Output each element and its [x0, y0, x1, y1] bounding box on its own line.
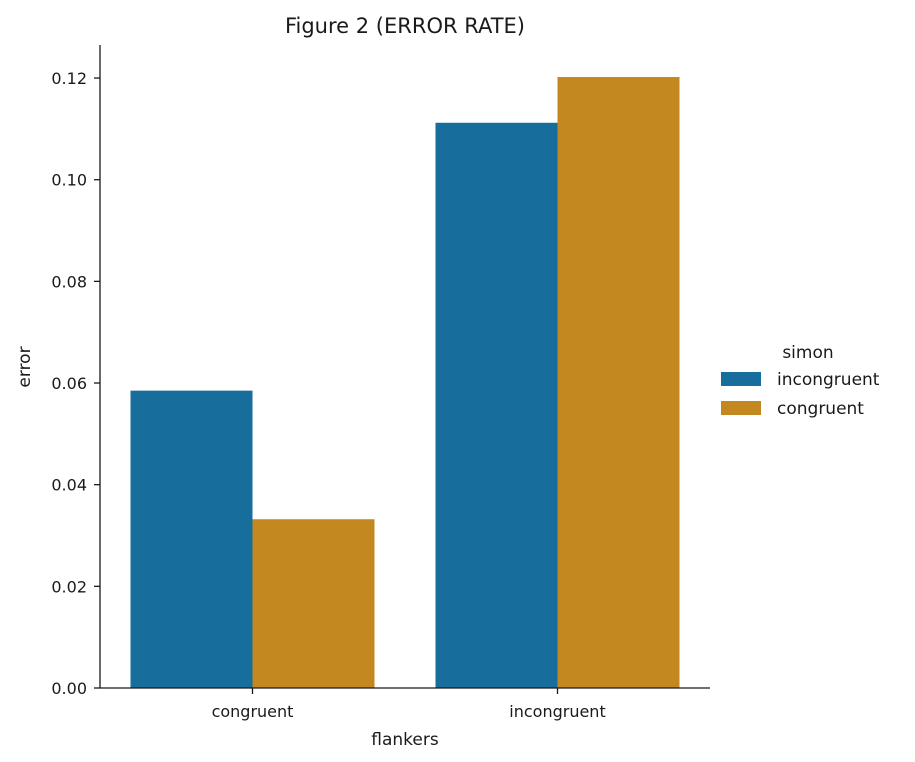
bar-incongruent-simon-incongruent-flankers — [435, 122, 558, 688]
y-tick-label: 0.02 — [51, 577, 87, 596]
y-tick-label: 0.04 — [51, 476, 87, 495]
legend: simon incongruent congruent — [721, 343, 880, 419]
legend-label-incongruent: incongruent — [777, 370, 880, 390]
x-axis: congruent incongruent — [100, 687, 710, 721]
bar-congruent-simon-incongruent-flankers — [557, 77, 680, 688]
y-tick-label: 0.08 — [51, 272, 87, 291]
chart-title: Figure 2 (ERROR RATE) — [285, 14, 525, 38]
bars-group — [130, 77, 680, 688]
y-tick-label: 0.06 — [51, 374, 87, 393]
legend-swatch-incongruent — [721, 372, 761, 386]
legend-title: simon — [782, 343, 833, 363]
y-axis-label: error — [15, 346, 35, 387]
bar-incongruent-simon-congruent-flankers — [130, 390, 253, 688]
bar-congruent-simon-congruent-flankers — [252, 519, 375, 688]
y-axis: 0.00 0.02 0.04 0.06 0.08 0.10 0.12 — [51, 45, 101, 698]
x-axis-label: flankers — [371, 730, 439, 750]
x-tick-label: incongruent — [509, 702, 605, 721]
y-tick-label: 0.12 — [51, 69, 87, 88]
y-tick-label: 0.00 — [51, 679, 87, 698]
y-tick-label: 0.10 — [51, 171, 87, 190]
x-tick-label: congruent — [212, 702, 294, 721]
legend-label-congruent: congruent — [777, 399, 864, 419]
legend-swatch-congruent — [721, 401, 761, 415]
